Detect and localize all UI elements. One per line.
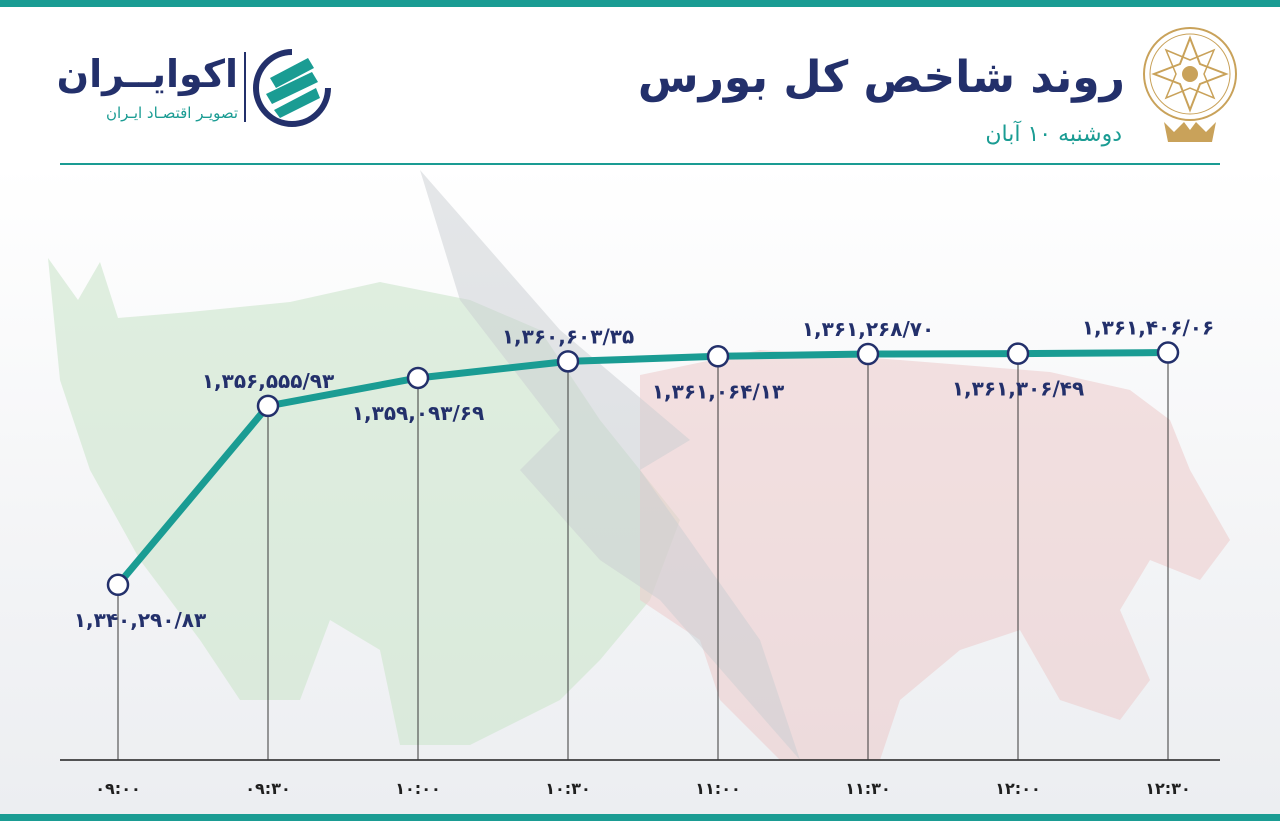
value-label: ۱,۳۶۱,۲۶۸/۷۰ <box>802 317 934 341</box>
value-label: ۱,۳۴۰,۲۹۰/۸۳ <box>74 608 206 632</box>
series-line <box>114 349 1172 589</box>
brand-separator <box>244 52 246 122</box>
x-tick-label: ۱۲:۳۰ <box>1145 779 1190 798</box>
top-border <box>0 0 1280 7</box>
x-tick-label: ۱۰:۰۰ <box>395 779 440 798</box>
brand-tagline: تصویـر اقتصـاد ایـران <box>105 104 238 122</box>
value-label: ۱,۳۶۱,۴۰۶/۰۶ <box>1082 316 1214 340</box>
data-point <box>1156 341 1180 364</box>
bottom-border <box>0 814 1280 821</box>
data-point <box>106 573 130 597</box>
x-tick-label: ۱۲:۰۰ <box>995 779 1040 798</box>
data-point <box>706 345 730 368</box>
bear-silhouette <box>640 350 1230 760</box>
value-label: ۱,۳۵۹,۰۹۳/۶۹ <box>352 401 484 425</box>
data-points <box>106 341 1180 597</box>
arrow-silhouette <box>420 170 800 760</box>
data-point <box>1006 342 1030 365</box>
value-label: ۱,۳۵۶,۵۵۵/۹۳ <box>202 369 334 393</box>
x-tick-labels: ۰۹:۰۰ ۰۹:۳۰ ۱۰:۰۰ ۱۰:۳۰ ۱۱:۰۰ ۱۱:۳۰ ۱۲:۰۰ ۱۲:۳۰ <box>95 779 1190 798</box>
header-divider <box>60 163 1220 165</box>
drop-lines <box>117 352 1169 760</box>
chart-title: روند شاخص کل بورس <box>637 52 1125 103</box>
data-point <box>406 366 430 390</box>
x-tick-label: ۰۹:۳۰ <box>245 779 290 798</box>
series-polyline <box>114 349 1172 589</box>
value-label: ۱,۳۶۱,۳۰۶/۴۹ <box>952 377 1084 401</box>
chart-subtitle: دوشنبه ۱۰ آبان <box>985 122 1122 147</box>
data-point <box>856 342 880 366</box>
stock-exchange-emblem-icon <box>1143 27 1237 142</box>
brand-name: اکوایــران <box>56 52 238 96</box>
data-point <box>556 350 580 373</box>
x-tick-label: ۱۱:۳۰ <box>845 779 890 798</box>
value-label: ۱,۳۶۰,۶۰۳/۳۵ <box>502 324 634 348</box>
ecoiran-logo-icon <box>253 49 331 127</box>
data-point <box>256 394 280 418</box>
x-tick-label: ۰۹:۰۰ <box>95 779 140 798</box>
value-label: ۱,۳۶۱,۰۶۴/۱۳ <box>652 379 784 403</box>
x-tick-label: ۱۰:۳۰ <box>545 779 590 798</box>
value-labels: ۱,۳۴۰,۲۹۰/۸۳ ۱,۳۵۶,۵۵۵/۹۳ ۱,۳۵۹,۰۹۳/۶۹ ۱,۳۶… <box>74 316 1214 632</box>
x-tick-label: ۱۱:۰۰ <box>695 779 740 798</box>
